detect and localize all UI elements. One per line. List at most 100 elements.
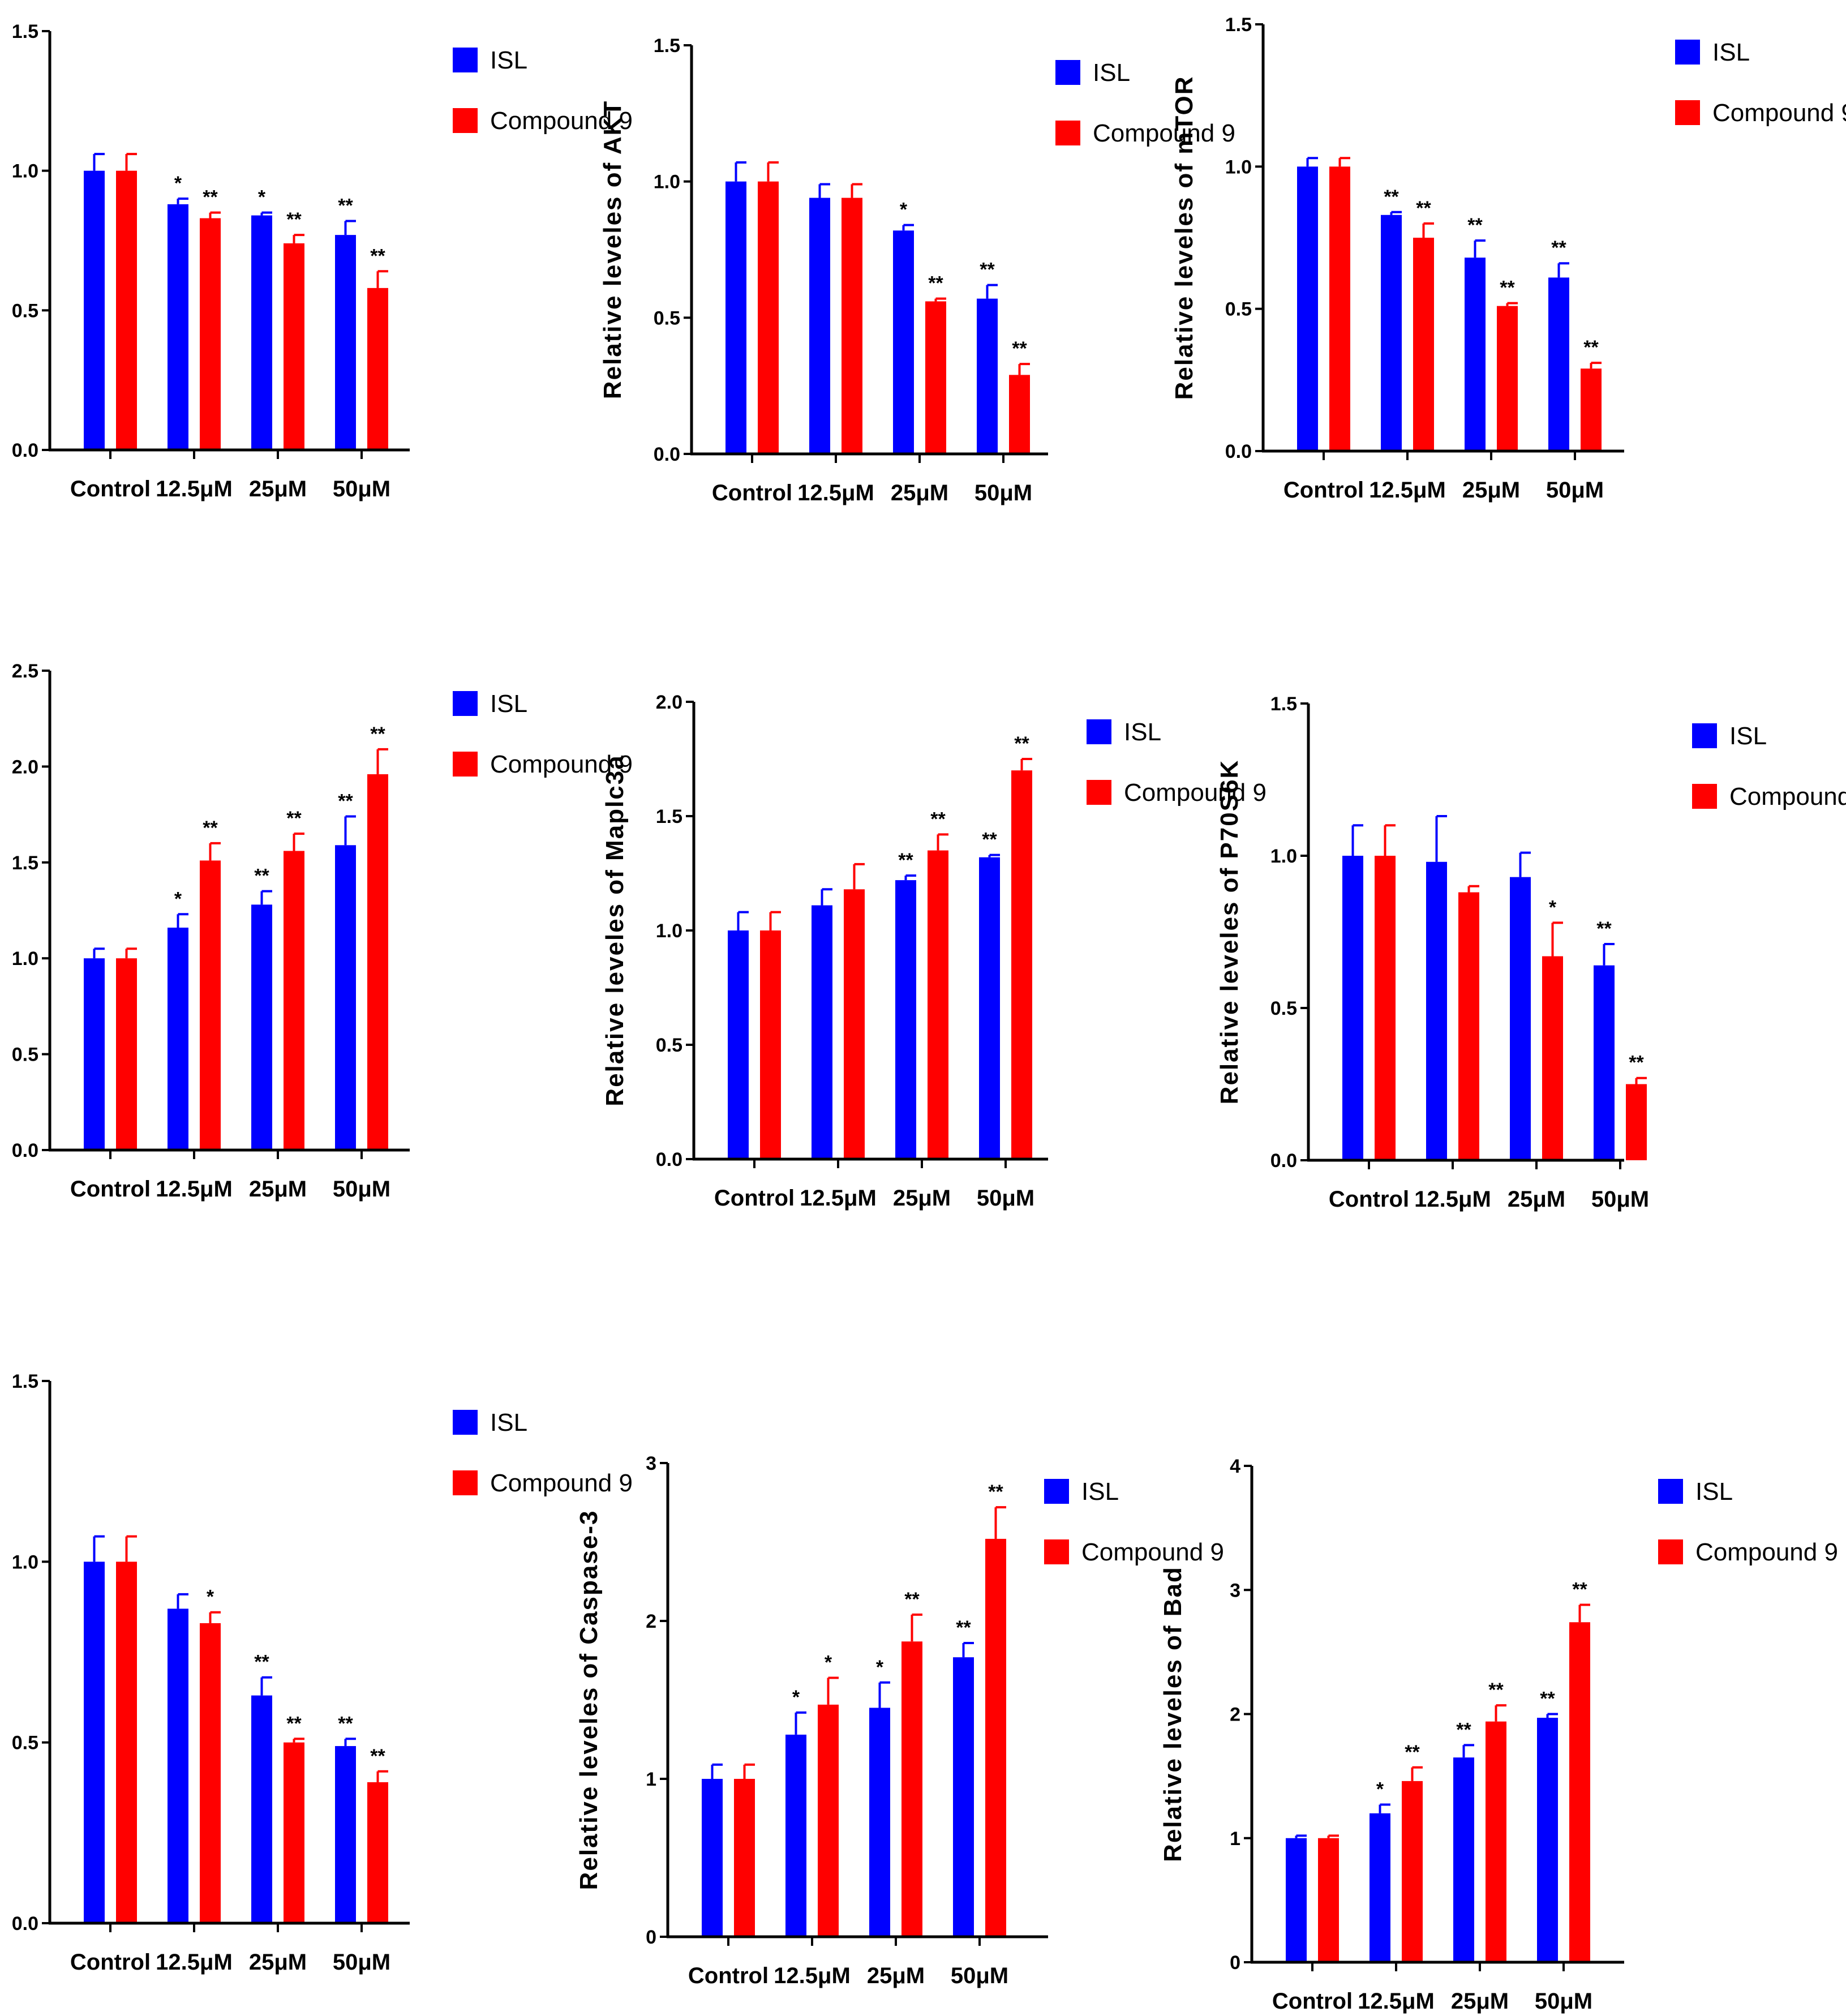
bar-isl-3 xyxy=(1548,277,1569,451)
significance-mark: ** xyxy=(203,187,218,208)
legend-label-isl: ISL xyxy=(490,1409,527,1436)
significance-mark: ** xyxy=(203,817,218,839)
x-tick-label: 50μM xyxy=(333,1177,390,1202)
significance-mark: * xyxy=(792,1687,800,1708)
x-tick-label: Control xyxy=(70,1950,151,1975)
y-tick-label: 0.5 xyxy=(656,1035,682,1056)
y-tick-label: 1 xyxy=(1230,1828,1240,1850)
significance-mark: ** xyxy=(928,273,943,294)
y-tick-label: 1.5 xyxy=(654,35,680,57)
significance-mark: ** xyxy=(1014,733,1029,754)
bar-isl-1 xyxy=(1370,1813,1390,1962)
bar-compound9-2 xyxy=(284,243,304,450)
y-tick-label: 2.0 xyxy=(12,756,38,778)
y-tick-label: 2.0 xyxy=(656,692,682,713)
bar-compound9-3 xyxy=(1626,1084,1647,1160)
x-tick-label: 12.5μM xyxy=(800,1186,877,1211)
bar-isl-2 xyxy=(251,215,272,450)
bar-isl-1 xyxy=(785,1734,806,1937)
legend-label-compound9: Compound 9 xyxy=(490,107,633,135)
legend: ISL Compound 9 xyxy=(453,46,633,135)
bar-compound9-2 xyxy=(1486,1721,1506,1962)
y-tick-label: 0.0 xyxy=(12,1913,38,1934)
bar-compound9-3 xyxy=(1009,375,1030,454)
bar-isl-3 xyxy=(953,1657,974,1937)
significance-mark: * xyxy=(258,187,266,208)
y-tick-label: 1.0 xyxy=(12,948,38,970)
bar-compound9-1 xyxy=(842,198,862,454)
chart-panel-5: ** ** ** ** 0.0 0.5 1.0 1.5 2.0 Control 12.5μM 25μM… xyxy=(601,692,1267,1211)
bar-isl-3 xyxy=(977,298,998,454)
x-tick-label: 25μM xyxy=(249,1177,307,1202)
bar-isl-0 xyxy=(1297,166,1318,451)
significance-mark: ** xyxy=(1416,198,1431,219)
legend-label-isl: ISL xyxy=(1124,718,1161,746)
significance-mark: * xyxy=(1376,1779,1384,1800)
y-tick-label: 0.5 xyxy=(12,300,38,321)
legend-label-isl: ISL xyxy=(1081,1478,1119,1505)
y-tick-label: 4 xyxy=(1230,1456,1240,1477)
y-tick-label: 1.0 xyxy=(12,161,38,182)
significance-mark: ** xyxy=(982,829,997,851)
significance-mark: ** xyxy=(286,1713,302,1734)
legend: ISL Compound 9 xyxy=(1692,722,1846,810)
significance-mark: ** xyxy=(1384,186,1399,208)
x-tick-label: 25μM xyxy=(1462,478,1520,503)
x-tick-label: 12.5μM xyxy=(1358,1989,1435,2014)
significance-mark: * xyxy=(174,173,182,194)
x-tick-label: 12.5μM xyxy=(797,481,874,505)
x-tick-label: 12.5μM xyxy=(156,1177,233,1202)
legend-label-compound9: Compound 9 xyxy=(1124,779,1267,807)
legend: ISL Compound 9 xyxy=(1055,59,1235,147)
bar-compound9-3 xyxy=(1581,368,1602,451)
y-tick-label: 1.5 xyxy=(12,1371,38,1392)
y-tick-label: 1.0 xyxy=(1225,156,1252,178)
significance-mark: ** xyxy=(370,245,385,267)
legend-swatch-compound9 xyxy=(1044,1539,1069,1564)
significance-mark: ** xyxy=(254,865,269,887)
x-tick-label: 25μM xyxy=(893,1186,951,1211)
bar-isl-3 xyxy=(335,1746,356,1923)
bar-compound9-0 xyxy=(1329,166,1350,451)
significance-mark: ** xyxy=(1596,918,1612,940)
bar-isl-1 xyxy=(1426,861,1447,1160)
y-axis-label: Relative leveles of P70S6K xyxy=(1216,760,1243,1105)
significance-mark: ** xyxy=(370,1745,385,1767)
bar-compound9-3 xyxy=(1569,1622,1590,1962)
significance-mark: ** xyxy=(1467,215,1483,236)
y-axis-label: Relative leveles of AKT xyxy=(599,100,626,400)
significance-mark: ** xyxy=(338,790,353,812)
bar-compound9-1 xyxy=(200,860,221,1150)
y-tick-label: 1.5 xyxy=(12,21,38,42)
significance-mark: * xyxy=(1549,897,1557,918)
bar-compound9-1 xyxy=(200,1623,221,1923)
y-tick-label: 0 xyxy=(1230,1952,1240,1974)
bar-isl-2 xyxy=(1465,258,1486,451)
y-tick-label: 1 xyxy=(646,1769,656,1790)
bar-compound9-3 xyxy=(1011,770,1032,1159)
significance-mark: ** xyxy=(898,850,913,871)
legend-swatch-isl xyxy=(1055,60,1080,85)
legend-swatch-compound9 xyxy=(1675,100,1700,125)
legend-swatch-compound9 xyxy=(453,752,478,777)
y-tick-label: 2.5 xyxy=(12,660,38,682)
bar-isl-1 xyxy=(168,204,188,450)
x-tick-label: Control xyxy=(688,1963,769,1988)
bar-isl-1 xyxy=(168,1608,188,1923)
bar-compound9-3 xyxy=(985,1538,1006,1937)
legend: ISL Compound 9 xyxy=(453,1409,633,1497)
x-tick-label: 25μM xyxy=(1508,1187,1565,1212)
significance-mark: * xyxy=(900,199,908,221)
x-tick-label: 25μM xyxy=(249,1950,307,1975)
x-tick-label: Control xyxy=(1329,1187,1409,1212)
significance-mark: ** xyxy=(988,1481,1003,1503)
significance-mark: ** xyxy=(980,259,995,281)
significance-mark: * xyxy=(876,1657,884,1678)
y-tick-label: 0.0 xyxy=(1225,441,1252,462)
y-tick-label: 0.5 xyxy=(1225,299,1252,320)
y-tick-label: 3 xyxy=(1230,1580,1240,1601)
significance-mark: ** xyxy=(338,195,353,216)
